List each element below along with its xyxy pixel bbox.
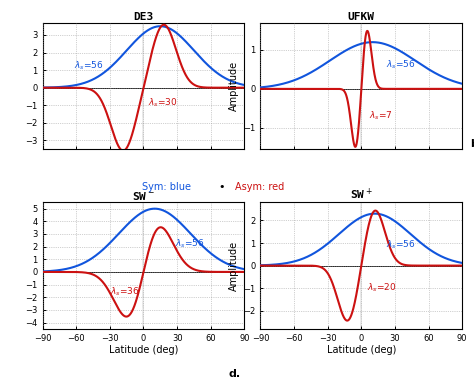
Text: •: • <box>219 182 225 192</box>
Text: Sym: blue: Sym: blue <box>142 182 191 192</box>
Text: $\lambda_s$=56: $\lambda_s$=56 <box>175 238 204 250</box>
Title: SW$^-$: SW$^-$ <box>132 189 155 201</box>
Text: $\lambda_s$=20: $\lambda_s$=20 <box>367 282 397 294</box>
X-axis label: Latitude (deg): Latitude (deg) <box>109 345 178 355</box>
X-axis label: Latitude (deg): Latitude (deg) <box>327 345 396 355</box>
Text: d.: d. <box>228 369 240 378</box>
Text: $\lambda_s$=56: $\lambda_s$=56 <box>74 59 104 72</box>
Title: SW$^+$: SW$^+$ <box>350 187 373 202</box>
Text: $\lambda_s$=56: $\lambda_s$=56 <box>386 59 416 71</box>
Y-axis label: Amplitude: Amplitude <box>229 61 239 111</box>
Text: Asym: red: Asym: red <box>235 182 284 192</box>
Text: b.: b. <box>470 139 474 149</box>
Y-axis label: Amplitude: Amplitude <box>229 240 239 291</box>
Text: $\lambda_s$=56: $\lambda_s$=56 <box>386 239 416 251</box>
Text: $\lambda_s$=30: $\lambda_s$=30 <box>148 96 178 109</box>
Text: $\lambda_s$=7: $\lambda_s$=7 <box>369 109 393 122</box>
Title: DE3: DE3 <box>133 12 154 22</box>
Title: UFKW: UFKW <box>348 12 375 22</box>
Text: $\lambda_s$=36: $\lambda_s$=36 <box>110 286 139 298</box>
